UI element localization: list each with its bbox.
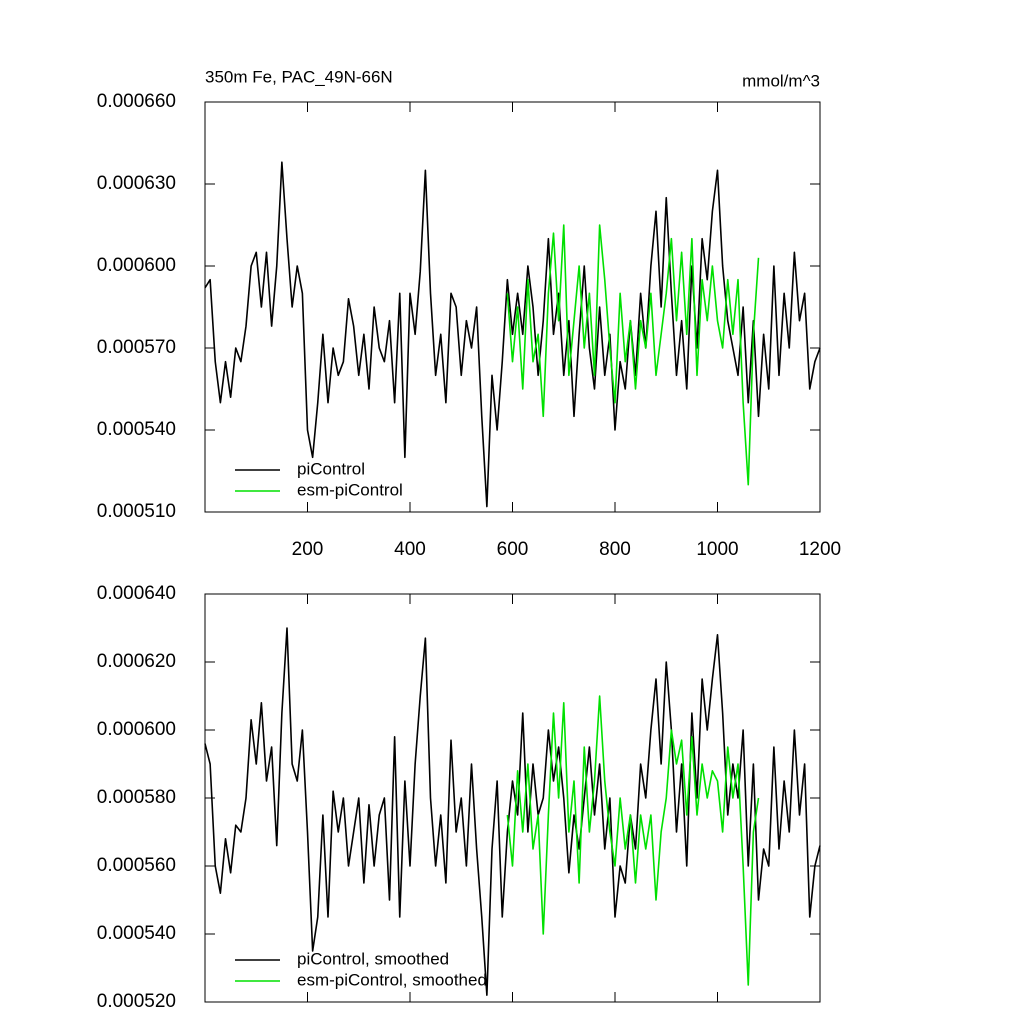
y-tick-label: 0.000580 bbox=[97, 787, 176, 808]
plot-frame bbox=[204, 101, 821, 513]
series-line bbox=[204, 161, 821, 508]
x-tick-label: 1200 bbox=[799, 539, 841, 560]
chart-title: 350m Fe, PAC_49N-66N bbox=[205, 67, 393, 86]
y-tick-label: 0.000540 bbox=[97, 419, 176, 440]
legend-label: piControl, smoothed bbox=[297, 949, 449, 968]
y-tick-label: 0.000620 bbox=[97, 651, 176, 672]
y-tick-label: 0.000570 bbox=[97, 337, 176, 358]
y-tick-label: 0.000600 bbox=[97, 255, 176, 276]
y-tick-label: 0.000560 bbox=[97, 855, 176, 876]
x-tick-label: 400 bbox=[394, 539, 426, 560]
legend-label: esm-piControl bbox=[297, 480, 403, 499]
legend-label: esm-piControl, smoothed bbox=[297, 970, 487, 989]
x-tick-label: 600 bbox=[497, 539, 529, 560]
y-tick-label: 0.000640 bbox=[97, 583, 176, 604]
y-tick-label: 0.000630 bbox=[97, 173, 176, 194]
x-tick-label: 1000 bbox=[696, 539, 738, 560]
legend-label: piControl bbox=[297, 459, 365, 478]
units-label: mmol/m^3 bbox=[742, 71, 820, 90]
x-tick-label: 200 bbox=[292, 539, 324, 560]
y-tick-label: 0.000540 bbox=[97, 923, 176, 944]
y-tick-label: 0.000600 bbox=[97, 719, 176, 740]
plot-frame bbox=[204, 593, 821, 1003]
series-line bbox=[506, 224, 760, 486]
series-line bbox=[506, 695, 760, 986]
series-line bbox=[204, 627, 821, 996]
y-tick-label: 0.000660 bbox=[97, 91, 176, 112]
y-tick-label: 0.000510 bbox=[97, 501, 176, 522]
y-tick-label: 0.000520 bbox=[97, 991, 176, 1012]
x-tick-label: 800 bbox=[599, 539, 631, 560]
